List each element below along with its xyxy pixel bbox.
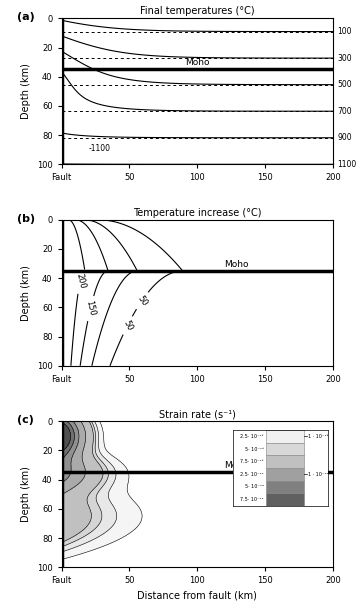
Title: Strain rate (s⁻¹): Strain rate (s⁻¹) [159, 409, 236, 419]
Title: Final temperatures (°C): Final temperatures (°C) [140, 6, 254, 16]
Text: 500: 500 [337, 80, 352, 89]
Text: 300: 300 [337, 54, 352, 63]
Text: Moho: Moho [185, 58, 210, 67]
Text: 900: 900 [337, 133, 352, 142]
Text: 700: 700 [337, 107, 352, 116]
Text: 50: 50 [121, 318, 134, 332]
Text: (c): (c) [17, 415, 34, 425]
Text: Moho: Moho [224, 461, 249, 470]
Text: (b): (b) [17, 214, 35, 224]
Y-axis label: Depth (km): Depth (km) [21, 467, 31, 522]
Text: 1100: 1100 [337, 160, 356, 169]
Text: (a): (a) [17, 12, 34, 23]
Y-axis label: Depth (km): Depth (km) [21, 265, 31, 321]
X-axis label: Distance from fault (km): Distance from fault (km) [137, 591, 257, 601]
Title: Temperature increase (°C): Temperature increase (°C) [133, 207, 261, 218]
Text: -1100: -1100 [89, 144, 111, 152]
Text: 100: 100 [337, 27, 352, 36]
Text: Moho: Moho [224, 260, 249, 269]
Text: 200: 200 [74, 273, 87, 290]
Text: 150: 150 [84, 300, 97, 317]
Y-axis label: Depth (km): Depth (km) [21, 63, 31, 119]
Text: 50: 50 [135, 293, 149, 307]
